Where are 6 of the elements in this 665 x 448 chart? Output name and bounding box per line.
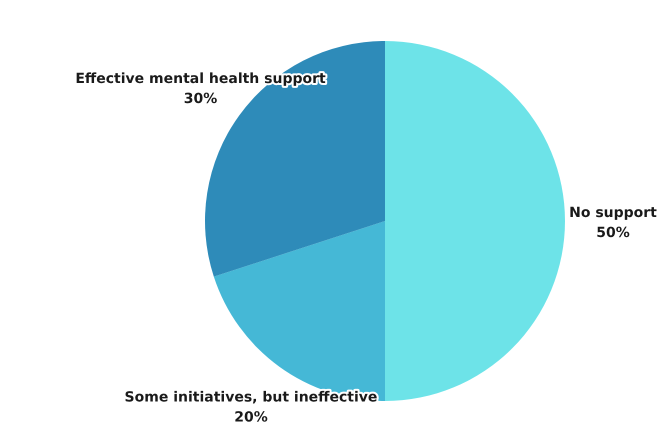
pie-slice — [385, 41, 565, 401]
data-label: 50% — [596, 225, 630, 241]
data-label: 30% — [184, 90, 218, 107]
slice-label: Some initiatives, but ineffective — [124, 389, 378, 406]
slice-label: No support — [569, 205, 658, 221]
data-label: 20% — [234, 409, 268, 426]
